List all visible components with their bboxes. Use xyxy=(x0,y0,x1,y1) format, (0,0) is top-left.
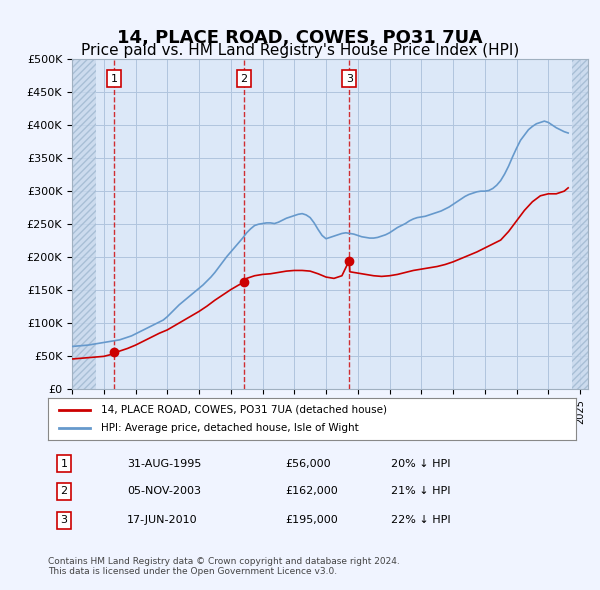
Text: 22% ↓ HPI: 22% ↓ HPI xyxy=(391,516,451,526)
Text: 3: 3 xyxy=(61,516,67,526)
Bar xyxy=(572,59,588,389)
Text: 14, PLACE ROAD, COWES, PO31 7UA (detached house): 14, PLACE ROAD, COWES, PO31 7UA (detache… xyxy=(101,405,387,415)
Text: 05-NOV-2003: 05-NOV-2003 xyxy=(127,486,201,496)
Text: 3: 3 xyxy=(346,74,353,84)
Text: 20% ↓ HPI: 20% ↓ HPI xyxy=(391,459,451,468)
Text: 1: 1 xyxy=(61,459,67,468)
Bar xyxy=(72,59,96,389)
Text: 14, PLACE ROAD, COWES, PO31 7UA: 14, PLACE ROAD, COWES, PO31 7UA xyxy=(117,30,483,47)
Text: £56,000: £56,000 xyxy=(286,459,331,468)
Text: 2: 2 xyxy=(241,74,248,84)
Text: £195,000: £195,000 xyxy=(286,516,338,526)
Text: 1: 1 xyxy=(111,74,118,84)
Text: HPI: Average price, detached house, Isle of Wight: HPI: Average price, detached house, Isle… xyxy=(101,423,359,433)
Text: 31-AUG-1995: 31-AUG-1995 xyxy=(127,459,202,468)
Text: Contains HM Land Registry data © Crown copyright and database right 2024.
This d: Contains HM Land Registry data © Crown c… xyxy=(48,557,400,576)
Text: 21% ↓ HPI: 21% ↓ HPI xyxy=(391,486,451,496)
Text: 2: 2 xyxy=(60,486,67,496)
Text: Price paid vs. HM Land Registry's House Price Index (HPI): Price paid vs. HM Land Registry's House … xyxy=(81,42,519,58)
Text: 17-JUN-2010: 17-JUN-2010 xyxy=(127,516,198,526)
Text: £162,000: £162,000 xyxy=(286,486,338,496)
